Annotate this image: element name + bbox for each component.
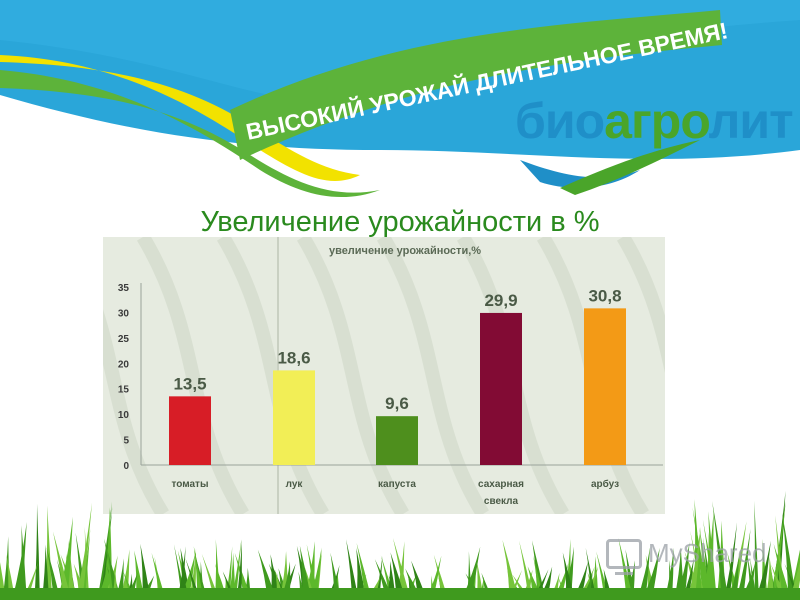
grass-base: [0, 588, 800, 600]
grass-blade: [356, 542, 372, 600]
x-tick-label: свекла: [484, 496, 519, 507]
data-label: 13,5: [173, 374, 206, 393]
grass-blade: [2, 536, 9, 600]
grass-blade: [770, 490, 786, 600]
y-tick-label: 25: [118, 334, 130, 345]
bar-chart: 0 5 10 15 20 25 30 35 увеличение урожайности,% 13…: [103, 237, 665, 514]
grass-blade: [723, 522, 738, 600]
grass-blade: [392, 537, 411, 600]
field-row: [296, 237, 409, 514]
grass-blade: [76, 502, 93, 600]
grass-blade: [257, 549, 277, 600]
grass-blade: [664, 547, 674, 600]
grass-blade: [236, 539, 242, 600]
grass-blade: [702, 510, 714, 600]
grass-blade: [19, 525, 27, 600]
field-row: [616, 237, 665, 373]
data-label: 9,6: [385, 394, 409, 413]
bar: [584, 308, 626, 465]
grass-blade: [754, 500, 760, 600]
grass-blade: [346, 539, 359, 600]
grass-blade: [736, 529, 751, 600]
x-tick-label: томаты: [171, 479, 208, 490]
y-tick-label: 35: [118, 283, 130, 294]
grass-decoration: [0, 490, 800, 600]
logo-part-3: лит: [708, 93, 794, 149]
grass-blade: [773, 543, 792, 600]
grass-blade: [519, 540, 534, 600]
grass-blade: [618, 537, 634, 600]
grass-blade: [57, 516, 73, 600]
grass-blade: [214, 539, 221, 600]
x-tick-label: лук: [286, 479, 304, 490]
grass-blade: [104, 538, 122, 600]
grass-blade: [140, 543, 151, 600]
grass-blade: [107, 547, 114, 600]
chart-title: увеличение урожайности,%: [329, 245, 481, 257]
bar: [480, 312, 522, 465]
bar: [376, 416, 418, 465]
grass-blade: [52, 531, 72, 600]
field-row: [136, 237, 249, 514]
watermark-text: MyShared: [648, 538, 767, 568]
header-banner: [0, 0, 800, 198]
grass-blade: [80, 528, 91, 600]
grass-blade: [34, 503, 40, 600]
y-tick-label: 15: [118, 385, 130, 396]
grass-blade: [299, 545, 312, 600]
y-tick-label: 10: [118, 410, 130, 421]
watermark: MyShared: [606, 538, 767, 575]
logo-part-1: био: [515, 93, 605, 149]
y-tick-label: 0: [123, 461, 129, 472]
data-label: 29,9: [484, 291, 517, 310]
x-tick-label: арбуз: [591, 478, 619, 490]
grass-blade: [782, 512, 797, 600]
grass-blade: [712, 500, 729, 600]
grass-blade: [134, 550, 145, 600]
x-tick-label: сахарная: [478, 479, 524, 490]
field-row: [376, 237, 489, 514]
slogan-layer: ВЫСОКИЙ УРОЖАЙ ДЛИТЕЛЬНОЕ ВРЕМЯ!: [243, 16, 730, 145]
grass-blade: [231, 539, 242, 600]
brand-logo: биоагролит: [515, 93, 794, 149]
grass-blade: [687, 526, 701, 600]
tv-icon: [606, 538, 642, 575]
grass-blade: [46, 547, 61, 600]
grass-blade: [119, 549, 130, 600]
chart-panel: 0 5 10 15 20 25 30 35 увеличение урожайности,% 13…: [103, 237, 665, 514]
y-tick-label: 30: [118, 308, 130, 319]
y-tick-label: 20: [118, 359, 130, 370]
field-row: [103, 309, 169, 514]
logo-part-2: агро: [604, 93, 709, 149]
bar: [169, 396, 211, 465]
slide-title: Увеличение урожайности в %: [200, 206, 600, 238]
data-label: 30,8: [588, 286, 621, 305]
grass-blade: [304, 541, 315, 600]
grass-blade: [41, 544, 50, 600]
bar: [273, 370, 315, 465]
grass-blade: [585, 547, 597, 600]
y-tick-label: 5: [123, 436, 129, 447]
x-tick-label: капуста: [378, 479, 416, 490]
data-label: 18,6: [277, 348, 310, 367]
